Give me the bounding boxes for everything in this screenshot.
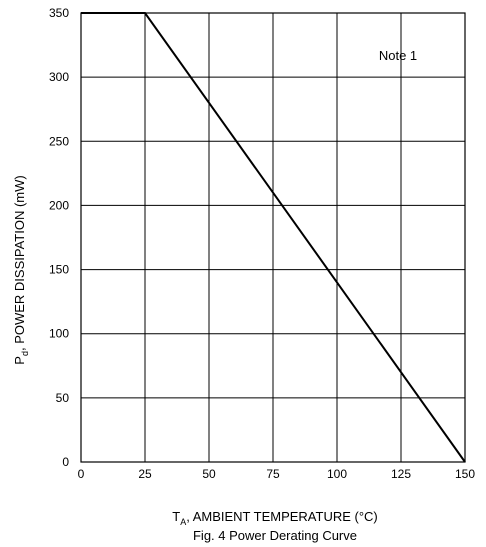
y-tick-label: 100: [49, 327, 69, 341]
y-axis-label: Pd, POWER DISSIPATION (mW): [12, 175, 30, 364]
x-tick-label: 125: [391, 467, 411, 481]
x-tick-label: 150: [455, 467, 475, 481]
figure-caption: Fig. 4 Power Derating Curve: [193, 528, 357, 543]
y-tick-labels: 0 50 100 150 200 250 300 350: [49, 6, 69, 469]
note-annotation: Note 1: [379, 48, 417, 63]
y-tick-label: 50: [56, 391, 70, 405]
y-axis-label-sub: d: [20, 351, 30, 356]
x-axis-label: TA, AMBIENT TEMPERATURE (°C): [172, 509, 378, 527]
x-axis-label-main: T: [172, 509, 180, 524]
y-tick-label: 200: [49, 198, 69, 212]
y-tick-label: 350: [49, 6, 69, 20]
x-axis-label-sub: A: [180, 517, 186, 527]
plot-frame: [80, 12, 466, 463]
y-tick-label: 150: [49, 263, 69, 277]
y-axis-label-main: P: [12, 356, 27, 365]
y-axis-label-rest: , POWER DISSIPATION (mW): [12, 175, 27, 351]
x-axis-label-rest: , AMBIENT TEMPERATURE (°C): [186, 509, 378, 524]
x-tick-label: 75: [266, 467, 280, 481]
grid-lines: [80, 12, 466, 463]
x-tick-label: 0: [78, 467, 85, 481]
series-line-power-derating: [81, 12, 466, 463]
y-tick-label: 250: [49, 134, 69, 148]
x-tick-labels: 0 25 50 75 100 125 150: [78, 467, 476, 481]
x-tick-label: 25: [138, 467, 152, 481]
x-tick-label: 100: [327, 467, 347, 481]
y-tick-label: 0: [62, 455, 69, 469]
x-tick-label: 50: [202, 467, 216, 481]
y-tick-label: 300: [49, 70, 69, 84]
